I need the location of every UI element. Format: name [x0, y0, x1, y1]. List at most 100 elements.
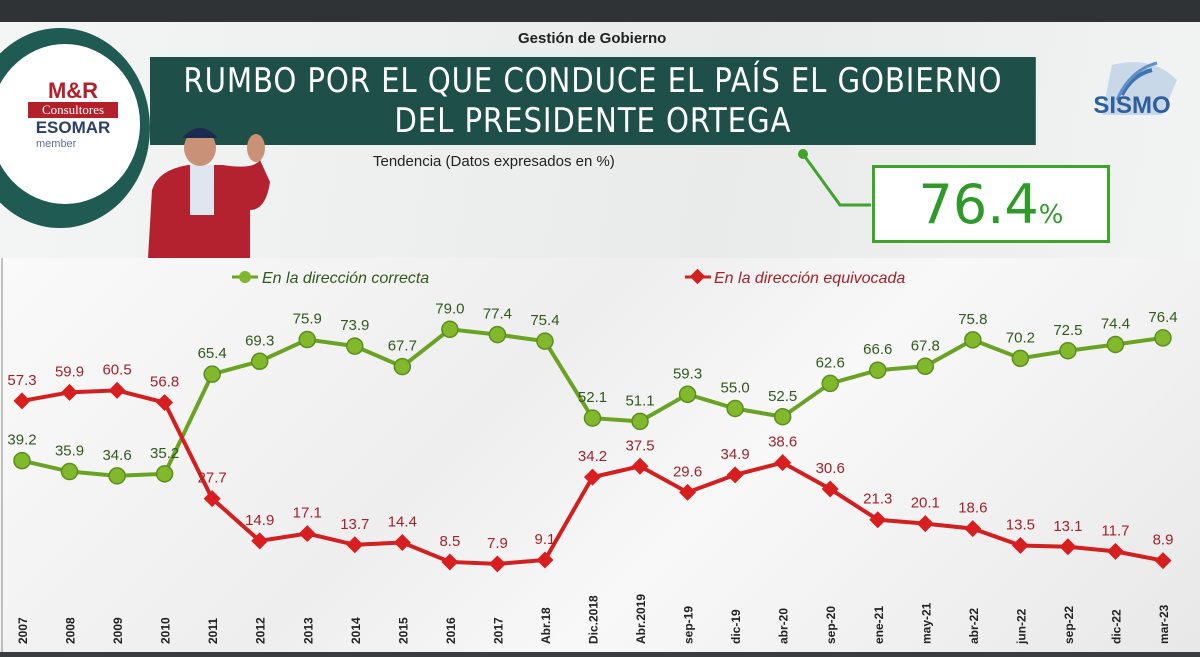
- data-label: 34.9: [721, 446, 750, 463]
- data-point: [1059, 342, 1077, 360]
- data-point: [631, 412, 649, 431]
- data-label: 74.4: [1101, 315, 1130, 332]
- legend-marker-equivocada: [689, 268, 706, 285]
- data-point: [203, 365, 221, 383]
- data-point: [583, 409, 602, 427]
- data-label: 35.2: [150, 445, 179, 462]
- data-point: [631, 457, 649, 475]
- data-point: [726, 466, 744, 484]
- data-label: 35.9: [55, 443, 84, 460]
- data-label: 37.5: [625, 437, 654, 454]
- data-label: 75.8: [958, 311, 987, 328]
- data-label: 8.5: [439, 533, 460, 550]
- data-label: 34.6: [102, 447, 131, 464]
- title-line-2: DEL PRESIDENTE ORTEGA: [394, 101, 792, 141]
- data-point: [203, 490, 221, 508]
- data-point: [488, 325, 507, 344]
- legend-item-equivocada: En la dirección equivocada: [685, 268, 905, 287]
- data-label: 14.4: [388, 513, 417, 530]
- data-point: [536, 332, 554, 350]
- data-point: [821, 374, 839, 393]
- data-point: [13, 392, 31, 410]
- data-point: [13, 451, 31, 470]
- data-point: [346, 337, 364, 355]
- data-point: [108, 467, 126, 485]
- data-point: [1154, 329, 1172, 347]
- data-point: [964, 520, 982, 538]
- data-point: [250, 352, 269, 371]
- x-tick-label: 2014: [349, 617, 363, 644]
- x-tick-label: abr-20: [777, 608, 791, 644]
- data-label: 76.4: [1148, 309, 1177, 326]
- data-point: [916, 357, 935, 376]
- data-point: [298, 330, 316, 349]
- x-tick-label: may-21: [919, 602, 933, 644]
- data-label: 79.0: [435, 300, 464, 317]
- data-point: [726, 399, 744, 418]
- chart-area: En la dirección correcta En la dirección…: [0, 258, 1200, 652]
- legend-item-correcta: En la dirección correcta: [232, 270, 429, 287]
- section-label: Gestión de Gobierno: [518, 30, 667, 47]
- x-tick-label: 2011: [206, 618, 220, 644]
- data-point: [916, 515, 934, 533]
- data-point: [1011, 349, 1030, 368]
- data-label: 60.5: [102, 361, 131, 378]
- x-tick-label: 2013: [301, 617, 315, 644]
- data-label: 34.2: [578, 448, 607, 465]
- line-chart: En la dirección correcta En la dirección…: [1, 258, 1178, 652]
- x-tick-label: abr-22: [967, 608, 981, 644]
- x-tick-label: Abr.18: [539, 607, 553, 644]
- data-point: [1106, 335, 1125, 354]
- data-point: [156, 394, 174, 412]
- data-point: [869, 361, 887, 379]
- data-label: 18.6: [958, 500, 987, 517]
- x-tick-label: 2007: [16, 617, 30, 644]
- legend-label-equivocada: En la dirección equivocada: [714, 270, 905, 287]
- data-point: [536, 551, 554, 569]
- x-tick-label: sep-19: [682, 606, 696, 644]
- data-label: 38.6: [768, 434, 797, 451]
- data-label: 59.3: [673, 365, 702, 382]
- data-label: 7.9: [487, 535, 508, 552]
- highlight-value-box: 76.4%: [872, 165, 1110, 243]
- data-label: 20.1: [911, 495, 940, 512]
- highlight-unit: %: [1038, 200, 1064, 230]
- data-label: 30.6: [816, 460, 845, 477]
- data-point: [61, 383, 79, 401]
- data-label: 75.4: [530, 312, 559, 329]
- title-line-1: RUMBO POR EL QUE CONDUCE EL PAÍS EL GOBI…: [183, 61, 1003, 101]
- data-label: 17.1: [293, 505, 322, 522]
- data-point: [108, 381, 126, 399]
- data-point: [584, 468, 601, 486]
- data-label: 52.5: [768, 388, 797, 405]
- president-photo: [148, 128, 270, 258]
- data-point: [1059, 538, 1077, 556]
- legend-label-correcta: En la dirección correcta: [262, 270, 429, 287]
- sismo-text: SISMO: [1093, 92, 1170, 119]
- x-tick-label: 2009: [111, 617, 125, 644]
- data-point: [441, 553, 459, 571]
- sismo-logo: SISMO: [1093, 61, 1177, 119]
- data-label: 56.8: [150, 374, 179, 391]
- data-label: 69.3: [245, 332, 274, 349]
- data-label: 21.3: [863, 491, 892, 508]
- x-tick-label: 2017: [491, 617, 505, 644]
- x-tick-label: mar-23: [1157, 604, 1171, 644]
- x-tick-label: jun-22: [1014, 608, 1028, 645]
- logo-circle: [0, 44, 140, 204]
- data-point: [679, 483, 697, 501]
- x-tick-label: Dic.2018: [587, 595, 601, 644]
- data-label: 27.7: [198, 470, 227, 487]
- x-tick-label: sep-20: [824, 606, 838, 644]
- data-label: 67.7: [388, 338, 417, 355]
- data-label: 11.7: [1101, 522, 1129, 539]
- data-label: 51.1: [625, 392, 654, 409]
- data-label: 13.7: [340, 516, 369, 533]
- data-label: 57.3: [7, 372, 36, 389]
- data-point: [488, 555, 506, 573]
- top-bar: [0, 0, 1200, 22]
- data-point: [964, 331, 982, 349]
- data-label: 14.9: [245, 512, 274, 529]
- data-label: 55.0: [721, 380, 750, 397]
